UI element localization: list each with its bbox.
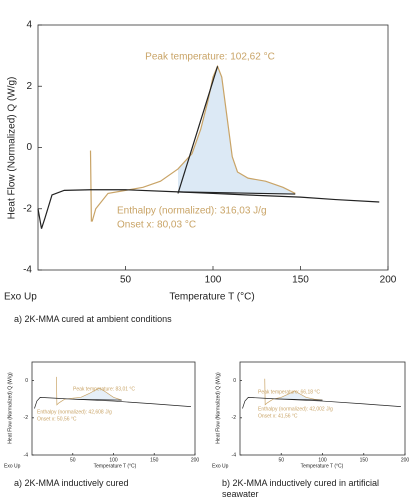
y-axis-label: Heat Flow (Normalized) Q (W/g): [7, 77, 18, 220]
annotation: Peak temperature: 83,01 °C: [73, 386, 135, 392]
data-line: [72, 398, 122, 401]
y-tick-label: -4: [232, 452, 237, 458]
y-axis-label: Heat Flow (Normalized) Q (W/g): [7, 372, 13, 444]
caption: b) 2K-MMA inductively cured in artificia…: [222, 478, 380, 499]
x-tick-label: 100: [318, 457, 327, 463]
y-tick-label: 2: [26, 81, 32, 92]
y-tick-label: -4: [23, 265, 32, 276]
y-tick-label: 0: [26, 142, 32, 153]
annotation: Peak temperature: 66,18 °C: [258, 389, 320, 395]
y-tick-label: -4: [24, 452, 29, 458]
x-axis-label: Temperature T (°C): [301, 463, 344, 469]
data-line: [177, 66, 219, 194]
y-tick-label: 0: [25, 378, 28, 384]
x-tick-label: 50: [70, 457, 76, 463]
peak-area: [72, 388, 122, 401]
x-tick-label: 200: [380, 275, 397, 286]
peak-area: [274, 390, 323, 401]
data-line: [177, 191, 296, 195]
x-tick-label: 200: [401, 457, 410, 463]
exo-note: Exo Up: [4, 463, 21, 469]
x-tick-label: 150: [292, 275, 309, 286]
y-tick-label: -2: [232, 415, 237, 421]
caption: a) 2K-MMA inductively cured: [14, 478, 129, 488]
y-tick-label: 0: [233, 378, 236, 384]
y-axis-label: Heat Flow (Normalized) Q (W/g): [215, 372, 221, 444]
x-tick-label: 50: [278, 457, 284, 463]
y-tick-label: -2: [24, 415, 29, 421]
annotation: Enthalpy (normalized): 316,03 J/g: [117, 206, 267, 217]
data-line: [56, 376, 122, 406]
y-tick-label: -2: [23, 203, 32, 214]
x-tick-label: 150: [150, 457, 159, 463]
annotation: Enthalpy (normalized): 42,608 J/g: [37, 409, 112, 415]
annotation: Onset x: 50,56 °C: [37, 416, 77, 422]
x-tick-label: 200: [191, 457, 200, 463]
caption: a) 2K-MMA cured at ambient conditions: [14, 314, 172, 324]
data-line: [242, 396, 401, 409]
y-tick-label: 4: [26, 20, 32, 31]
exo-note: Exo Up: [4, 292, 37, 303]
x-tick-label: 100: [109, 457, 118, 463]
annotation: Onset x: 80,03 °C: [117, 220, 196, 231]
x-tick-label: 150: [360, 457, 369, 463]
data-line: [264, 378, 323, 406]
data-line: [37, 189, 380, 229]
data-line: [34, 396, 191, 409]
x-tick-label: 100: [205, 275, 222, 286]
data-line: [89, 64, 296, 222]
peak-area: [178, 66, 296, 195]
x-axis-label: Temperature T (°C): [94, 463, 137, 469]
annotation: Enthalpy (normalized): 42,002 J/g: [258, 406, 333, 412]
annotation: Onset x: 41,56 °C: [258, 413, 298, 419]
annotation: Peak temperature: 102,62 °C: [145, 52, 275, 63]
data-line: [274, 398, 323, 401]
x-axis-label: Temperature T (°C): [169, 292, 254, 303]
exo-note: Exo Up: [212, 463, 229, 469]
x-tick-label: 50: [120, 275, 132, 286]
